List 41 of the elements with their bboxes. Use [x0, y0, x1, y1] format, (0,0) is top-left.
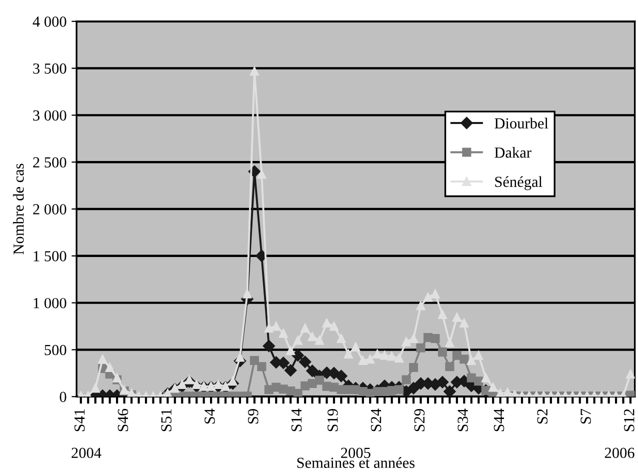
point — [444, 385, 456, 397]
x-tick-label: S34 — [458, 408, 468, 432]
x-tick-label: S14 — [291, 408, 302, 432]
x-tick-label: S12 — [624, 409, 634, 432]
x-tick-label: S46 — [118, 408, 128, 432]
x-tick-label: S51 — [161, 409, 172, 432]
text: 2004 — [72, 448, 102, 458]
x-tick-label: S44 — [494, 408, 504, 432]
text: 2005 — [341, 448, 370, 458]
point — [298, 356, 312, 368]
legend-label: Dakar — [494, 147, 532, 158]
x-tick-label: S41 — [74, 409, 85, 432]
y-axis-title: Nombre de cas — [13, 164, 24, 254]
y-tick-label: 0 — [60, 392, 66, 402]
x-axis-title: Semaines et années — [297, 457, 415, 468]
x-tick-label: S24 — [370, 408, 382, 432]
point — [407, 382, 420, 394]
x-tick-label: S9 — [248, 409, 258, 424]
legend-label: Diourbel — [494, 118, 548, 129]
x-tick-label: S7 — [580, 408, 591, 424]
legend-label: Sénégal — [495, 176, 542, 190]
y-tick-label: 500 — [44, 344, 66, 356]
y-tick-label: 2 000 — [33, 204, 66, 214]
x-tick-label: S19 — [328, 409, 338, 432]
point — [262, 340, 276, 352]
text: 2006 — [604, 448, 634, 458]
y-tick-label: 3 000 — [33, 110, 66, 121]
y-tick-label: 1 000 — [34, 298, 66, 308]
x-tick-label: S29 — [414, 409, 425, 432]
x-tick-label: S4 — [204, 408, 215, 424]
point — [284, 364, 297, 376]
y-tick-label: 4 000 — [32, 16, 66, 27]
point — [436, 376, 449, 388]
x-tick-label: S2 — [537, 409, 548, 424]
point — [306, 364, 318, 377]
y-tick-label: 3 500 — [33, 63, 66, 74]
point — [335, 370, 348, 382]
y-tick-label: 1 500 — [34, 251, 66, 262]
point — [292, 349, 304, 362]
y-tick-label: 2 500 — [33, 157, 66, 168]
point — [256, 250, 268, 262]
